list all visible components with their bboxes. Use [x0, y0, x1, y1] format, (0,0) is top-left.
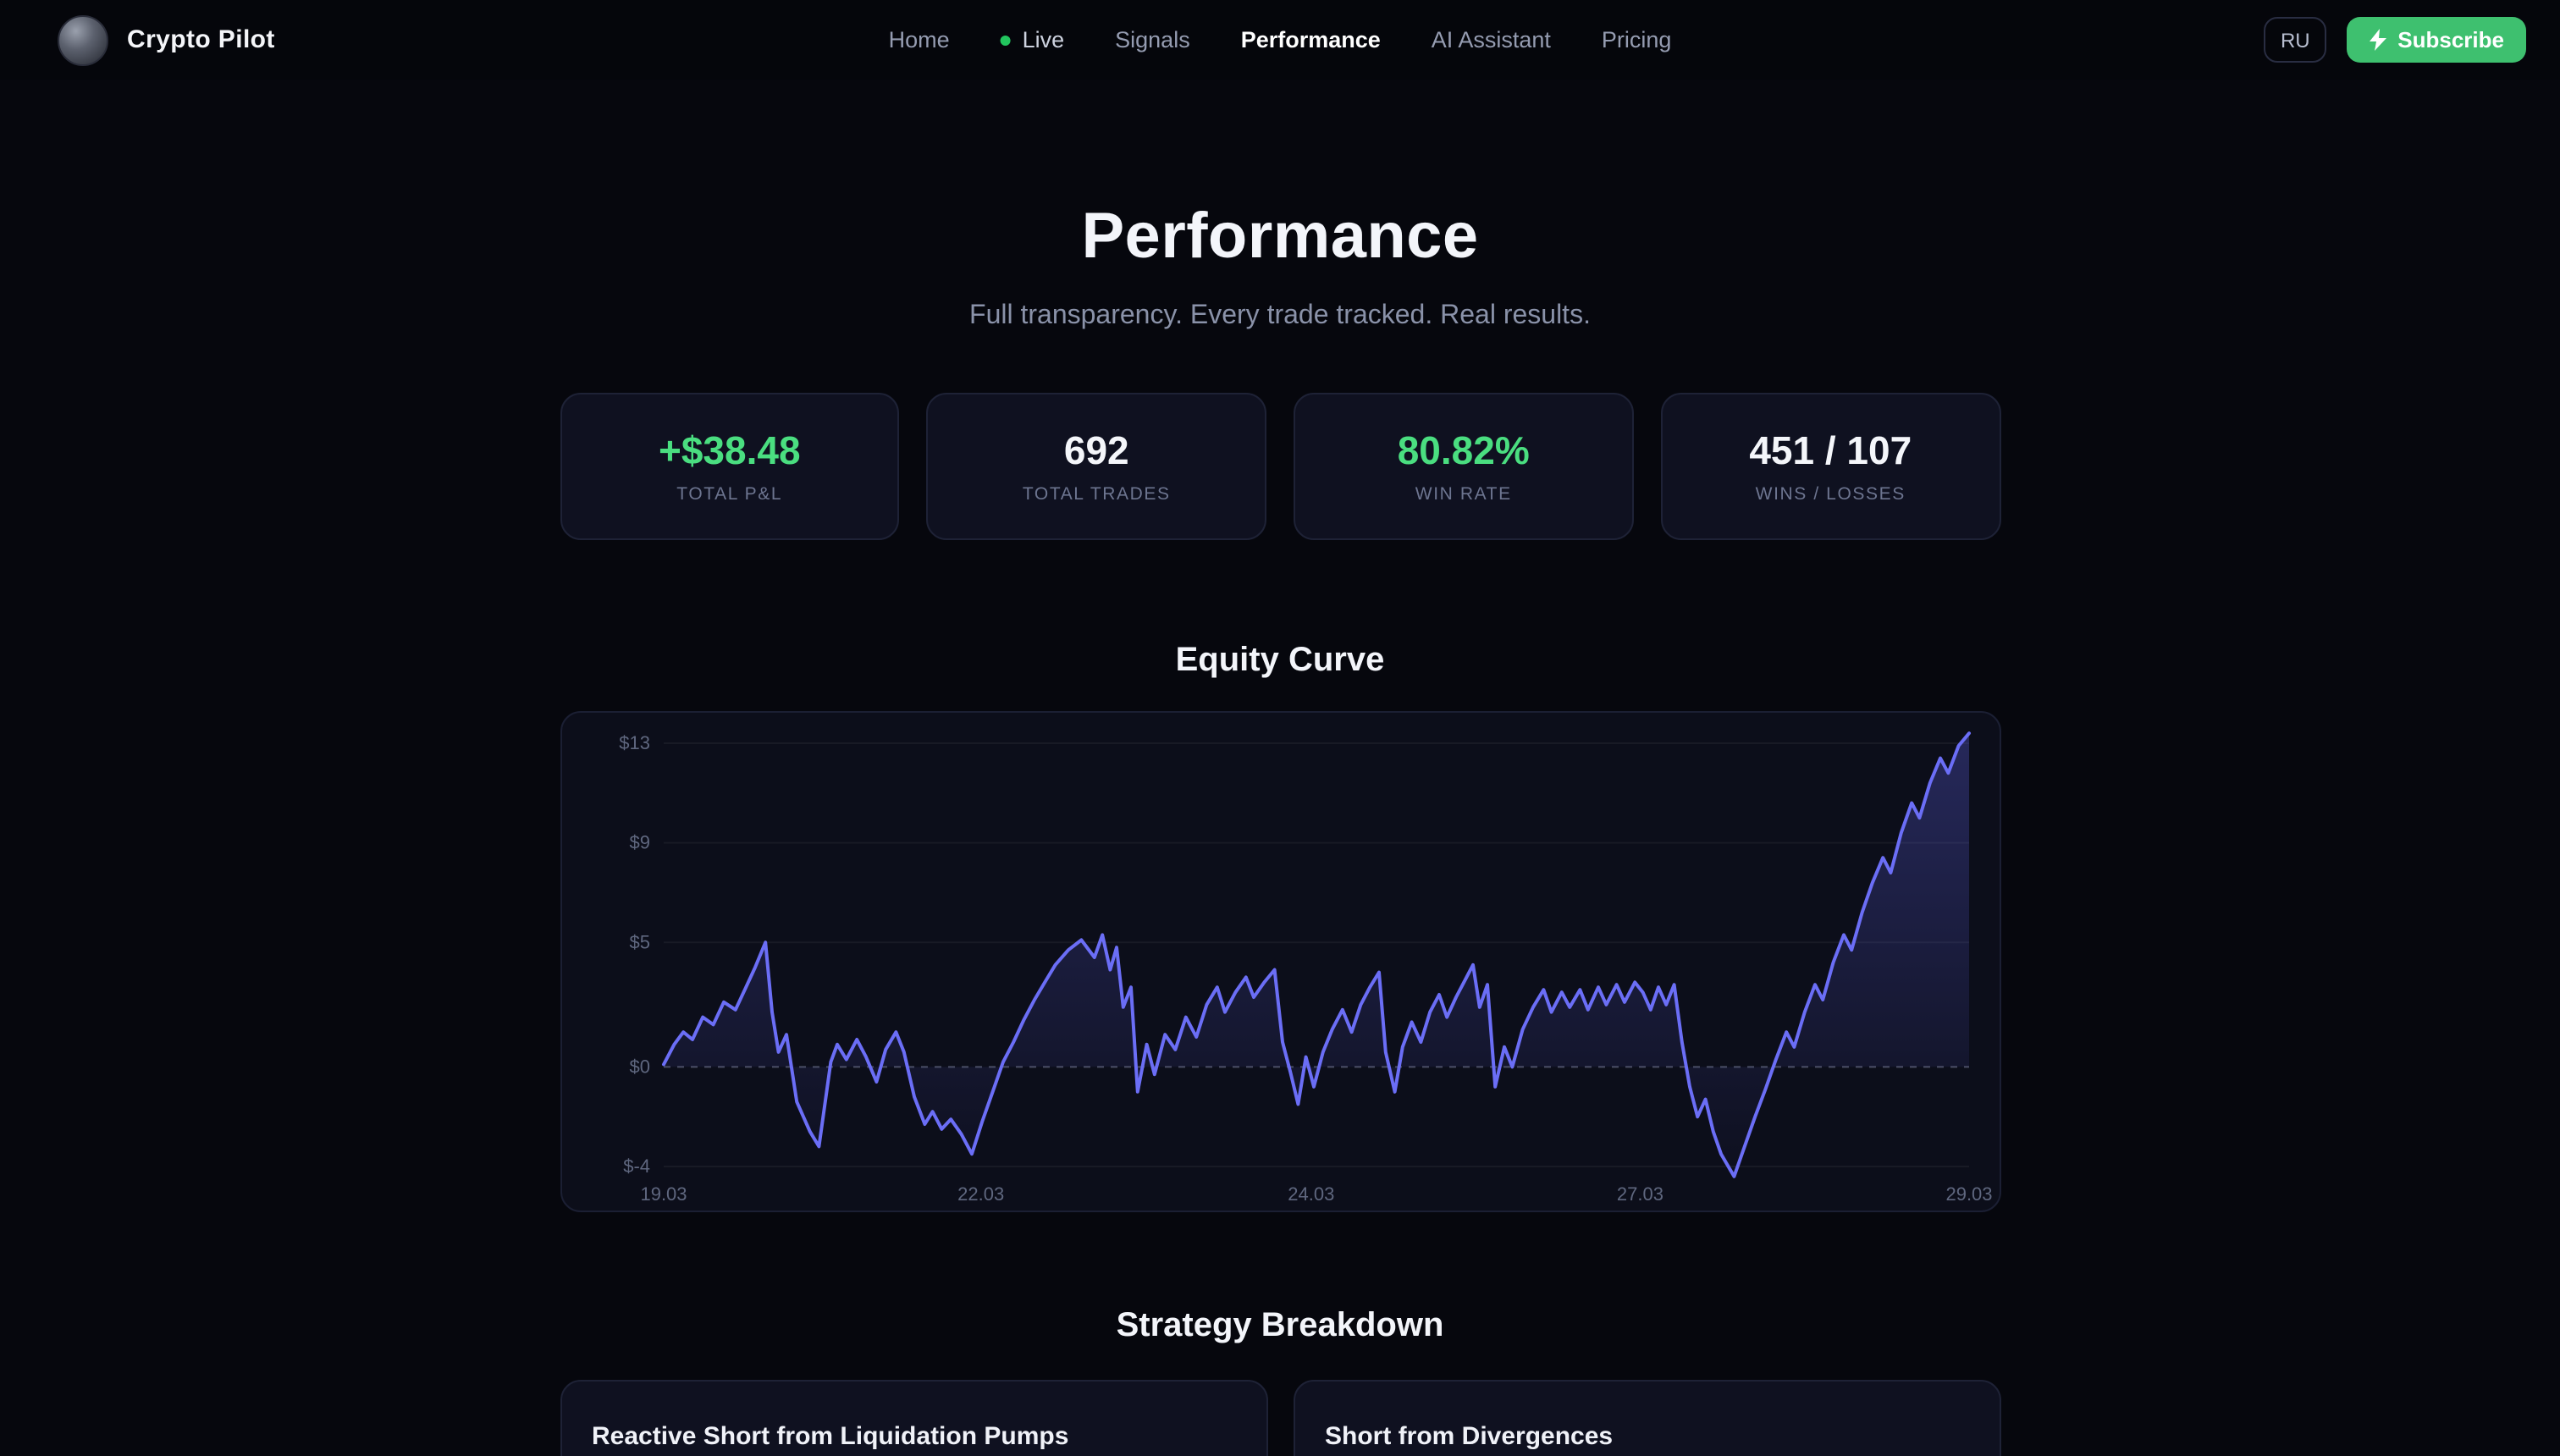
stat-card-total-trades: 692 TOTAL TRADES [926, 393, 1266, 540]
page-title: Performance [1081, 201, 1479, 273]
main-nav: Home Live Signals Performance AI Assista… [889, 27, 1672, 52]
svg-text:24.03: 24.03 [1287, 1183, 1333, 1205]
svg-text:27.03: 27.03 [1616, 1183, 1663, 1205]
strategy-row: Reactive Short from Liquidation Pumps Sh… [560, 1380, 2000, 1456]
strategy-card-title: Short from Divergences [1325, 1422, 1614, 1451]
strategy-breakdown-title: Strategy Breakdown [1116, 1307, 1444, 1344]
equity-curve-svg: $13 $9 $5 $0 $-4 19.03 22.03 24.03 27.03 29.03 [618, 731, 1992, 1205]
nav-item-live[interactable]: Live [1000, 27, 1065, 52]
stat-label: TOTAL TRADES [1022, 484, 1171, 505]
nav-item-performance[interactable]: Performance [1240, 27, 1381, 52]
stats-row: +$38.48 TOTAL P&L 692 TOTAL TRADES 80.82… [560, 393, 2000, 540]
strategy-card: Short from Divergences [1293, 1380, 2000, 1456]
brand[interactable]: Crypto Pilot [58, 14, 275, 65]
nav-item-signals[interactable]: Signals [1115, 27, 1190, 52]
equity-curve-title: Equity Curve [1175, 642, 1385, 679]
strategy-card-title: Reactive Short from Liquidation Pumps [592, 1422, 1069, 1451]
svg-text:$0: $0 [629, 1056, 649, 1077]
language-button[interactable]: RU [2264, 17, 2327, 63]
lightning-bolt-icon [2369, 29, 2387, 51]
nav-item-live-label: Live [1022, 27, 1065, 52]
header-actions: RU Subscribe [2264, 17, 2526, 63]
equity-curve-chart: $13 $9 $5 $0 $-4 19.03 22.03 24.03 27.03 29.03 [560, 711, 2000, 1212]
stat-label: TOTAL P&L [676, 484, 783, 505]
stat-value: 692 [1063, 428, 1129, 472]
stat-label: WINS / LOSSES [1755, 484, 1906, 505]
svg-text:$9: $9 [629, 832, 649, 853]
top-nav-bar: Crypto Pilot Home Live Signals Performan… [0, 0, 2560, 80]
stat-card-wins-losses: 451 / 107 WINS / LOSSES [1660, 393, 2000, 540]
hero-section: Performance Full transparency. Every tra… [0, 201, 2560, 332]
nav-item-ai-assistant[interactable]: AI Assistant [1431, 27, 1551, 52]
page-subtitle: Full transparency. Every trade tracked. … [969, 301, 1591, 330]
brand-logo-icon [58, 14, 108, 65]
svg-text:$5: $5 [629, 931, 649, 952]
subscribe-button[interactable]: Subscribe [2347, 17, 2526, 63]
live-dot-icon [1000, 35, 1011, 45]
svg-text:$-4: $-4 [622, 1155, 649, 1177]
nav-item-pricing[interactable]: Pricing [1601, 27, 1672, 52]
svg-text:29.03: 29.03 [1945, 1183, 1991, 1205]
svg-text:$13: $13 [618, 732, 649, 753]
stat-value: 80.82% [1397, 428, 1530, 472]
stat-value: +$38.48 [658, 428, 801, 472]
stat-card-total-pnl: +$38.48 TOTAL P&L [560, 393, 900, 540]
stat-card-win-rate: 80.82% WIN RATE [1294, 393, 1634, 540]
stat-value: 451 / 107 [1749, 428, 1912, 472]
brand-name: Crypto Pilot [127, 25, 275, 54]
strategy-card: Reactive Short from Liquidation Pumps [560, 1380, 1267, 1456]
nav-item-home[interactable]: Home [888, 27, 950, 52]
stat-label: WIN RATE [1415, 484, 1512, 505]
svg-text:22.03: 22.03 [957, 1183, 1003, 1205]
subscribe-label: Subscribe [2397, 27, 2504, 52]
svg-text:19.03: 19.03 [639, 1183, 686, 1205]
